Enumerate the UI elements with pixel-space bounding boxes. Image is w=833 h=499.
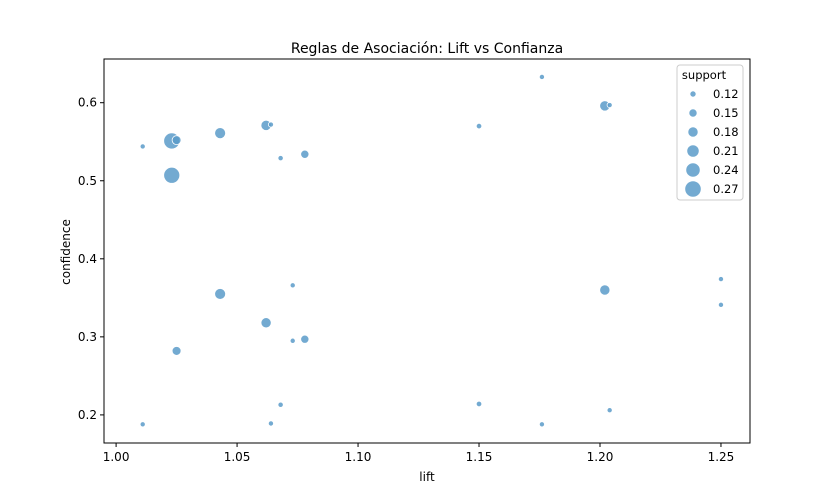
data-point (300, 334, 310, 344)
y-tick-label: 0.6 (78, 96, 97, 110)
data-point (171, 346, 182, 356)
data-point (277, 155, 284, 162)
data-point (538, 73, 545, 80)
y-tick-label: 0.4 (78, 252, 97, 266)
data-point (171, 135, 182, 146)
legend: support 0.12 0.15 0.18 0.21 0.24 0.27 (676, 64, 744, 201)
y-tick-label: 0.2 (78, 408, 97, 422)
y-tick-label: 0.3 (78, 330, 97, 344)
x-axis-label: lift (419, 470, 435, 484)
data-point (267, 121, 274, 128)
x-tick-label: 1.05 (224, 450, 251, 464)
data-point (606, 407, 613, 414)
data-point (139, 143, 146, 150)
legend-marker (687, 126, 699, 138)
legend-marker (686, 144, 700, 158)
plot-frame (103, 58, 751, 444)
y-axis-label: confidence (59, 219, 73, 285)
legend-entry-label: 0.18 (713, 125, 739, 139)
legend-entry-label: 0.12 (713, 87, 739, 101)
legend-marker (689, 90, 697, 98)
x-tick-label: 1.20 (587, 450, 614, 464)
legend-marker (685, 162, 701, 178)
legend-entry-label: 0.15 (713, 106, 739, 120)
data-point (267, 420, 274, 427)
legend-marker (688, 108, 698, 118)
data-point (475, 400, 483, 408)
y-tick-label: 0.5 (78, 174, 97, 188)
plot-area: 1.00 1.05 1.10 1.15 1.20 1.25 0.2 0.3 0.4 0.5 0.6 (78, 58, 751, 464)
data-point (277, 401, 284, 408)
data-point (139, 421, 146, 428)
data-point (214, 127, 227, 140)
data-point (717, 276, 724, 283)
legend-title: support (682, 68, 727, 82)
data-point (214, 288, 227, 300)
data-point (606, 102, 613, 109)
legend-marker (684, 180, 702, 198)
data-point (538, 421, 545, 428)
data-point (289, 337, 296, 344)
legend-entry-label: 0.21 (713, 144, 739, 158)
data-point (300, 149, 310, 159)
data-point (289, 282, 296, 289)
data-point (717, 301, 724, 308)
x-tick-label: 1.00 (103, 450, 130, 464)
legend-entry-label: 0.27 (713, 182, 739, 196)
chart-title: Reglas de Asociación: Lift vs Confianza (291, 41, 563, 57)
x-tick-label: 1.25 (708, 450, 735, 464)
legend-entry-label: 0.24 (713, 163, 739, 177)
data-point (475, 122, 483, 130)
data-point (599, 284, 611, 296)
x-tick-label: 1.15 (466, 450, 493, 464)
data-point (260, 317, 272, 329)
data-point (163, 166, 181, 184)
x-tick-label: 1.10 (345, 450, 372, 464)
